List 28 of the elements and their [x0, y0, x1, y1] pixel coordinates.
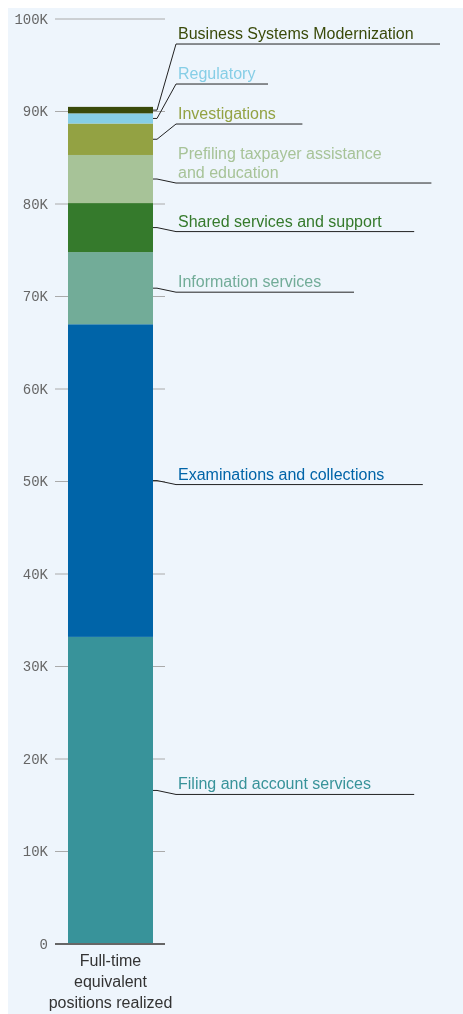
series-label: Prefiling taxpayer assistance and education: [178, 145, 382, 182]
bar: [68, 106, 153, 114]
series-label: Examinations and collections: [178, 465, 385, 483]
bar: [68, 113, 153, 124]
y-tick-label: 90K: [22, 104, 49, 121]
x-tick-label: Full-time equivalent positions realized: [48, 952, 173, 1011]
y-tick-label: 70K: [22, 289, 49, 306]
y-tick-label: 30K: [22, 659, 49, 676]
text: Regulatory: [178, 65, 256, 83]
series-label: Information services: [178, 273, 322, 291]
y-tick-label: 10K: [22, 844, 49, 861]
bar: [68, 203, 153, 253]
bar: [68, 123, 153, 155]
y-tick-label: 20K: [22, 751, 49, 768]
bar: [68, 154, 153, 204]
bar: [68, 252, 153, 325]
series-label: Shared services and support: [178, 212, 383, 230]
text: Business Systems Modernization: [178, 25, 414, 43]
bar: [68, 324, 153, 637]
y-tick-label: 50K: [22, 474, 49, 491]
y-tick-label: 80K: [22, 196, 49, 213]
series-label: Filing and account services: [178, 775, 371, 793]
series-label: Investigations: [178, 105, 276, 123]
bar: [68, 636, 153, 944]
y-tick-label: 0: [39, 936, 48, 953]
y-tick-label: 100K: [14, 11, 49, 28]
y-tick-label: 60K: [22, 381, 49, 398]
y-tick-label: 40K: [22, 566, 49, 583]
